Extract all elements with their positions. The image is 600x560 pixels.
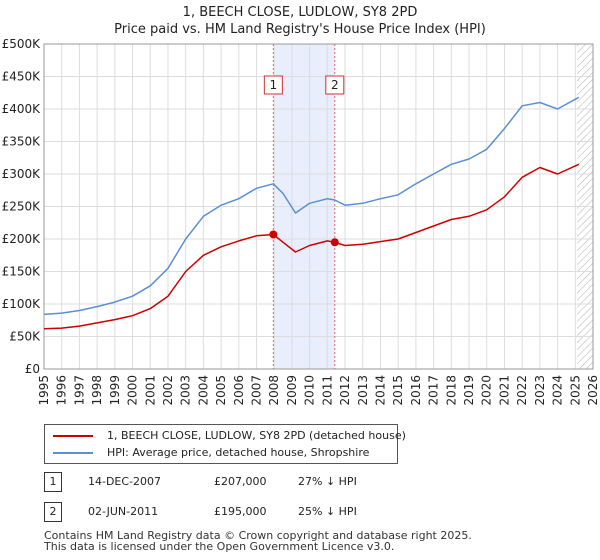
series-line-property [43, 163, 580, 330]
x-tick-label: 1995 [37, 375, 51, 406]
sale-point [269, 230, 278, 239]
legend: 1, BEECH CLOSE, LUDLOW, SY8 2PD (detache… [44, 424, 406, 464]
x-tick-label: 2004 [196, 375, 210, 406]
x-tick-label: 2000 [126, 375, 140, 406]
y-tick-label: £50K [9, 330, 41, 344]
sale-marker-label: 1 [270, 78, 278, 92]
x-tick-label: 2015 [391, 375, 405, 406]
price-chart: 1, BEECH CLOSE, LUDLOW, SY8 2PD Price pa… [2, 5, 600, 406]
y-tick-label: £150K [2, 265, 42, 279]
sale-price: £207,000 [214, 475, 267, 488]
sale-marker-badge: 2 [44, 502, 62, 522]
x-tick-label: 2024 [551, 375, 565, 406]
x-tick-label: 2016 [409, 375, 423, 406]
y-tick-label: £500K [2, 37, 42, 51]
sale-marker-box [263, 75, 283, 95]
sale-price: £195,000 [214, 505, 267, 518]
sale-marker-box [325, 75, 345, 95]
sale-date: 14-DEC-2007 [88, 475, 162, 488]
x-tick-label: 2005 [214, 375, 228, 406]
sale-date: 02-JUN-2011 [88, 505, 159, 518]
y-tick-label: £250K [2, 200, 42, 214]
x-tick-label: 2014 [373, 375, 387, 406]
x-tick-label: 2018 [444, 375, 458, 406]
x-tick-label: 2006 [232, 375, 246, 406]
sale-point [330, 238, 339, 247]
x-tick-label: 2008 [267, 375, 281, 406]
sale-row-2: 2 02-JUN-2011 £195,000 25% ↓ HPI [44, 502, 544, 522]
x-tick-label: 2011 [320, 375, 334, 406]
x-tick-label: 1998 [90, 375, 104, 406]
legend-label-hpi: HPI: Average price, detached house, Shro… [107, 446, 370, 459]
series-line-hpi [43, 96, 580, 316]
x-tick-label: 2025 [568, 375, 582, 406]
x-tick-label: 1996 [55, 375, 69, 406]
footer-line-1: Contains HM Land Registry data © Crown c… [44, 529, 472, 542]
y-tick-label: £0 [25, 362, 40, 376]
x-tick-label: 1999 [108, 375, 122, 406]
x-tick-label: 2023 [533, 375, 547, 406]
footer-attribution: Contains HM Land Registry data © Crown c… [44, 530, 584, 552]
x-tick-label: 2017 [427, 375, 441, 406]
x-tick-label: 2002 [161, 375, 175, 406]
x-tick-label: 1997 [72, 375, 86, 406]
y-tick-label: £350K [2, 135, 42, 149]
x-tick-label: 2022 [515, 375, 529, 406]
x-tick-label: 2021 [497, 375, 511, 406]
sale-marker-label: 2 [331, 78, 339, 92]
y-tick-label: £400K [2, 102, 42, 116]
x-tick-label: 2020 [480, 375, 494, 406]
sale-hpi-diff: 27% ↓ HPI [298, 475, 357, 488]
x-tick-label: 2019 [462, 375, 476, 406]
x-tick-label: 2010 [303, 375, 317, 406]
x-tick-label: 2026 [586, 375, 600, 406]
chart-title: 1, BEECH CLOSE, LUDLOW, SY8 2PD [183, 5, 418, 20]
x-tick-label: 2007 [250, 375, 264, 406]
plot-border [43, 43, 594, 370]
x-tick-label: 2003 [179, 375, 193, 406]
x-tick-label: 2001 [143, 375, 157, 406]
y-tick-label: £450K [2, 70, 42, 84]
x-tick-label: 2009 [285, 375, 299, 406]
x-tick-label: 2013 [356, 375, 370, 406]
y-tick-label: £100K [2, 297, 42, 311]
y-tick-label: £300K [2, 167, 42, 181]
legend-swatch-property [53, 435, 93, 437]
sale-hpi-diff: 25% ↓ HPI [298, 505, 357, 518]
sale-marker-badge: 1 [44, 472, 62, 492]
chart-subtitle: Price paid vs. HM Land Registry's House … [114, 22, 486, 37]
legend-label-property: 1, BEECH CLOSE, LUDLOW, SY8 2PD (detache… [107, 429, 406, 442]
sale-row-1: 1 14-DEC-2007 £207,000 27% ↓ HPI [44, 472, 544, 492]
x-tick-label: 2012 [338, 375, 352, 406]
legend-swatch-hpi [53, 452, 93, 454]
footer-line-2: This data is licensed under the Open Gov… [44, 540, 395, 553]
y-tick-label: £200K [2, 232, 42, 246]
